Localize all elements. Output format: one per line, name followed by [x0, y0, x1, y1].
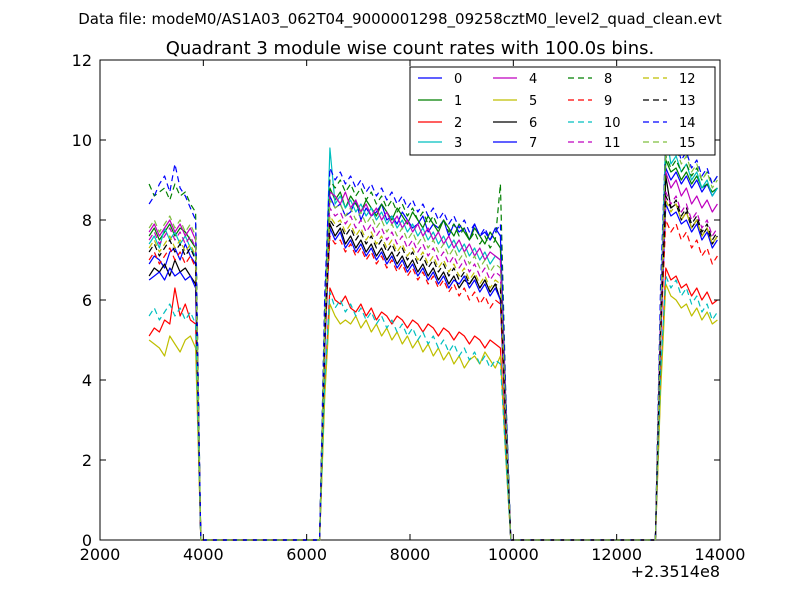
legend-label-5: 5: [529, 94, 537, 109]
y-tick-label: 6: [82, 291, 92, 310]
legend-label-2: 2: [454, 116, 462, 131]
y-tick-label: 2: [82, 451, 92, 470]
legend-label-15: 15: [679, 136, 696, 151]
legend-label-1: 1: [454, 94, 462, 109]
legend-label-8: 8: [604, 72, 612, 87]
x-tick-label: 2000: [80, 545, 121, 564]
series-line-15: [148, 139, 718, 541]
x-tick-label: 4000: [183, 545, 224, 564]
x-tick-label: 12000: [591, 545, 642, 564]
legend-label-11: 11: [604, 136, 621, 151]
y-tick-label: 8: [82, 211, 92, 230]
x-tick-label: 10000: [488, 545, 539, 564]
y-tick-label: 0: [82, 531, 92, 550]
legend-label-6: 6: [529, 116, 537, 131]
legend-label-3: 3: [454, 136, 462, 151]
legend-label-7: 7: [529, 136, 537, 151]
legend-label-13: 13: [679, 94, 696, 109]
x-tick-label: 8000: [390, 545, 431, 564]
x-tick-label: 6000: [286, 545, 327, 564]
legend-label-9: 9: [604, 94, 612, 109]
y-tick-label: 4: [82, 371, 92, 390]
legend-label-0: 0: [454, 72, 462, 87]
legend-label-10: 10: [604, 116, 621, 131]
legend-box: [409, 66, 716, 156]
chart-title: Quadrant 3 module wise count rates with …: [166, 38, 655, 59]
legend-label-12: 12: [679, 72, 696, 87]
series-line-14: [148, 135, 718, 541]
y-tick-label: 10: [72, 131, 92, 150]
series-layer: [148, 131, 718, 541]
y-tick-label: 12: [72, 51, 92, 70]
figure-suptitle: Data file: modeM0/AS1A03_062T04_90000012…: [78, 10, 722, 29]
x-axis-offset-label: +2.3514e8: [631, 562, 720, 581]
legend-label-14: 14: [679, 116, 696, 131]
x-tick-label: 14000: [695, 545, 746, 564]
legend-label-4: 4: [529, 72, 537, 87]
